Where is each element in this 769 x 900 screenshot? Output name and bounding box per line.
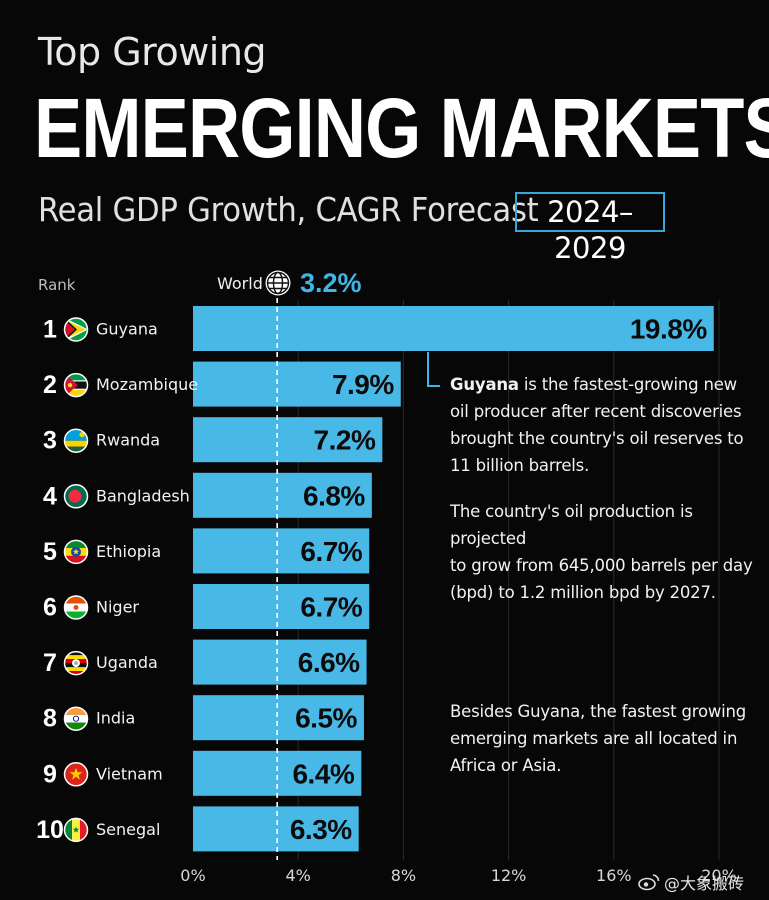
flag-ring [63,650,89,676]
country-label: Ethiopia [96,542,161,561]
annotation-production: The country's oil production is projecte… [450,502,753,602]
bar-value-label: 6.7% [300,536,362,567]
country-label: Mozambique [96,375,198,394]
flag-ring [63,817,89,843]
bar-mozambique [193,361,401,407]
x-tick-label: 4% [286,866,311,885]
rank-number: 8 [43,705,57,733]
rwanda-flag-icon [64,429,88,453]
bar-value-label: 6.6% [298,647,360,678]
vietnam-flag-icon [64,762,88,786]
bangladesh-flag-icon [64,484,88,508]
flag-ring [63,484,89,509]
rank-number: 1 [43,316,57,344]
country-label: Guyana [96,320,158,339]
bar-value-label: 6.7% [300,592,362,623]
country-label: Uganda [96,653,158,672]
bar-senegal [193,806,359,852]
page-title: EMERGING MARKETS [34,81,769,175]
flag-ring [63,762,89,787]
rank-number: 7 [43,649,57,677]
rank-number: 4 [43,482,57,510]
rank-number: 2 [43,371,57,399]
country-label: Niger [96,598,139,617]
niger-flag-icon [64,596,88,619]
flag-ring [63,372,89,398]
country-label: Senegal [96,820,160,839]
flag-ring [63,428,89,453]
senegal-flag-icon [64,818,88,842]
year-range-badge: 2024–2029 [515,192,665,265]
flag-ring [63,595,89,620]
country-label: Bangladesh [96,486,190,505]
bar-rwanda [193,417,383,463]
bar-value-label: 19.8% [630,314,707,345]
subtitle: Real GDP Growth, CAGR Forecast [38,190,539,229]
x-tick-label: 0% [180,866,205,885]
world-value: 3.2% [300,268,362,298]
country-label: Vietnam [96,764,163,783]
flag-ring [63,706,89,731]
annotation-connector [427,352,440,387]
annotation-regions: Besides Guyana, the fastest growing emer… [450,702,747,775]
x-tick-label: 20% [701,866,737,885]
bar-india [193,695,364,741]
bar-value-label: 6.5% [295,703,357,734]
x-tick-label: 16% [596,866,632,885]
rank-number: 10 [36,816,64,844]
rank-number: 9 [43,760,57,788]
watermark: @大象搬砖 [638,870,744,894]
annotation-guyana-bold: Guyana [450,375,519,394]
rank-number: 6 [43,594,57,622]
x-tick-label: 12% [491,866,527,885]
flag-ring [63,539,89,565]
bar-ethiopia [193,528,370,574]
guyana-flag-icon [64,318,88,341]
bar-value-label: 6.3% [290,814,352,845]
annotation-guyana-text: is the fastest-growing new oil producer … [450,375,744,475]
bar-value-label: 6.8% [303,480,365,511]
globe-icon [265,270,291,296]
bar-value-label: 6.4% [292,758,354,789]
weibo-icon [638,874,660,891]
bar-value-label: 7.9% [332,369,394,400]
uganda-flag-icon [64,651,88,675]
country-label: India [96,709,135,728]
flag-ring [63,317,89,342]
ethiopia-flag-icon [64,540,88,564]
bar-guyana [193,306,714,351]
country-label: Rwanda [96,431,160,450]
bar-niger [193,584,370,629]
bar-bangladesh [193,472,372,518]
rank-number: 5 [43,538,57,566]
bar-uganda [193,639,367,685]
mozambique-flag-icon [64,373,88,397]
rank-number: 3 [43,427,57,455]
india-flag-icon [64,707,88,731]
world-label: World [217,274,263,293]
title-top: Top Growing [38,30,267,74]
watermark-text: @大象搬砖 [664,874,745,893]
bar-value-label: 7.2% [314,425,376,456]
annotation-guyana: Guyana is the fastest-growing new oil pr… [450,371,744,479]
rank-header: Rank [38,276,76,294]
x-tick-label: 8% [391,866,416,885]
